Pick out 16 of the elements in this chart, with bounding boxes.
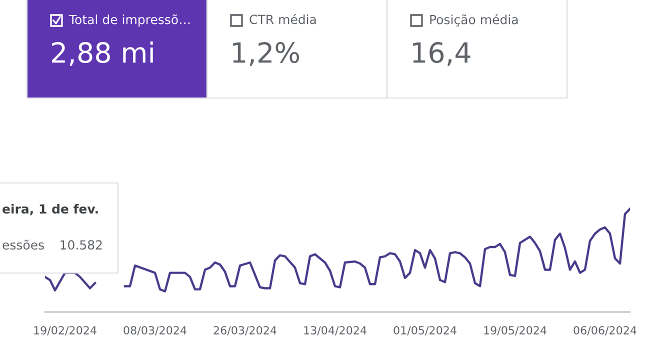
category-label: Total de impressõ… [68, 14, 190, 27]
x-tick-label: 19/05/2024 [484, 326, 546, 336]
category-label: Posição média [430, 14, 518, 27]
category-label: CTR média [250, 14, 316, 24]
x-tick-label: 08/03/2024 [124, 326, 186, 336]
x-tick-label: 06/06/2024 [574, 326, 636, 336]
x-tick-label: 01/05/2024 [394, 326, 456, 336]
annotation: 10.582 [60, 240, 102, 250]
text: 1,2% [233, 42, 300, 66]
text: 16,4 [413, 42, 470, 66]
x-tick-label: 19/02/2024 [34, 326, 96, 336]
x-tick-label: 26/03/2024 [214, 326, 276, 336]
annotation: eira, 1 de fev. [2, 204, 98, 216]
text: 2,88 mi [52, 42, 153, 66]
text: essões [2, 240, 44, 250]
x-tick-label: 13/04/2024 [304, 326, 366, 336]
